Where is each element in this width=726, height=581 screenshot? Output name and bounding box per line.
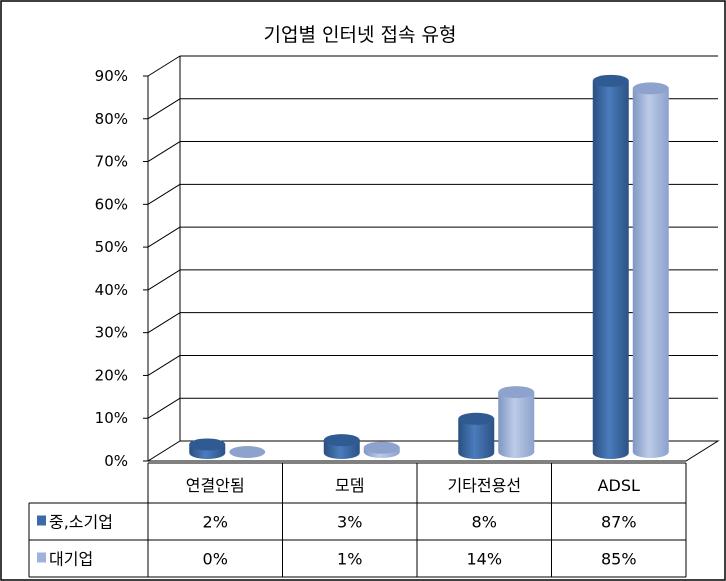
- x-category-label: 모뎀: [335, 476, 364, 495]
- y-tick-label: 30%: [95, 324, 128, 342]
- x-category-label: ADSL: [598, 476, 640, 495]
- y-tick-label: 10%: [95, 409, 128, 427]
- data-label: 2%: [203, 513, 228, 532]
- y-tick-label: 50%: [95, 238, 128, 256]
- legend-label: 대기업: [49, 550, 93, 569]
- legend-swatch: [37, 552, 46, 563]
- bar-0-1: [229, 446, 266, 458]
- gridline-depth: [147, 55, 181, 77]
- data-label: 0%: [203, 550, 228, 569]
- data-label: 8%: [472, 513, 497, 532]
- bar-body: [458, 418, 495, 459]
- bar-3-0: [592, 74, 629, 459]
- data-label: 14%: [466, 550, 502, 569]
- y-tick-label: 60%: [95, 195, 128, 213]
- bar-3-1: [632, 82, 669, 458]
- bar-top: [323, 434, 360, 447]
- data-label: 85%: [601, 550, 637, 569]
- bar-body: [498, 392, 535, 458]
- bar-top: [458, 412, 495, 425]
- gridline-depth: [147, 226, 181, 248]
- x-category-label: 기타전용선: [447, 476, 521, 495]
- data-label: 3%: [337, 513, 362, 532]
- gridline-depth: [147, 141, 181, 162]
- bar-body: [632, 88, 669, 458]
- y-tick-label: 80%: [95, 110, 128, 128]
- x-category-label: 연결안됨: [186, 476, 245, 495]
- gridline-depth: [147, 98, 181, 120]
- bar-top: [632, 82, 669, 95]
- y-tick-label: 70%: [95, 153, 128, 171]
- gridline-depth: [147, 312, 181, 334]
- bar-top: [229, 446, 266, 458]
- bar-top: [363, 441, 400, 454]
- bar-1-0: [323, 434, 360, 459]
- y-tick-label: 40%: [95, 281, 128, 299]
- gridline-depth: [147, 397, 181, 419]
- bar-2-1: [498, 386, 535, 458]
- bar-1-1: [363, 441, 400, 458]
- gridline-depth: [147, 183, 181, 205]
- bar-0-0: [189, 438, 226, 459]
- bar-top: [498, 386, 535, 399]
- gridline-depth: [147, 355, 181, 376]
- data-label: 1%: [337, 550, 362, 569]
- legend-label: 중,소기업: [49, 513, 113, 532]
- y-tick-label: 0%: [104, 452, 128, 470]
- y-tick-label: 90%: [95, 67, 128, 85]
- chart-title: 기업별 인터넷 접속 유형: [264, 24, 457, 46]
- bar-top: [189, 438, 226, 451]
- gridline-depth: [147, 269, 181, 291]
- bar-2-0: [458, 412, 495, 459]
- chart-floor: [146, 440, 720, 462]
- bar-body: [592, 80, 629, 459]
- data-label: 87%: [601, 513, 637, 532]
- bar-top: [592, 74, 629, 87]
- legend-swatch: [37, 515, 46, 526]
- y-tick-label: 20%: [95, 366, 128, 384]
